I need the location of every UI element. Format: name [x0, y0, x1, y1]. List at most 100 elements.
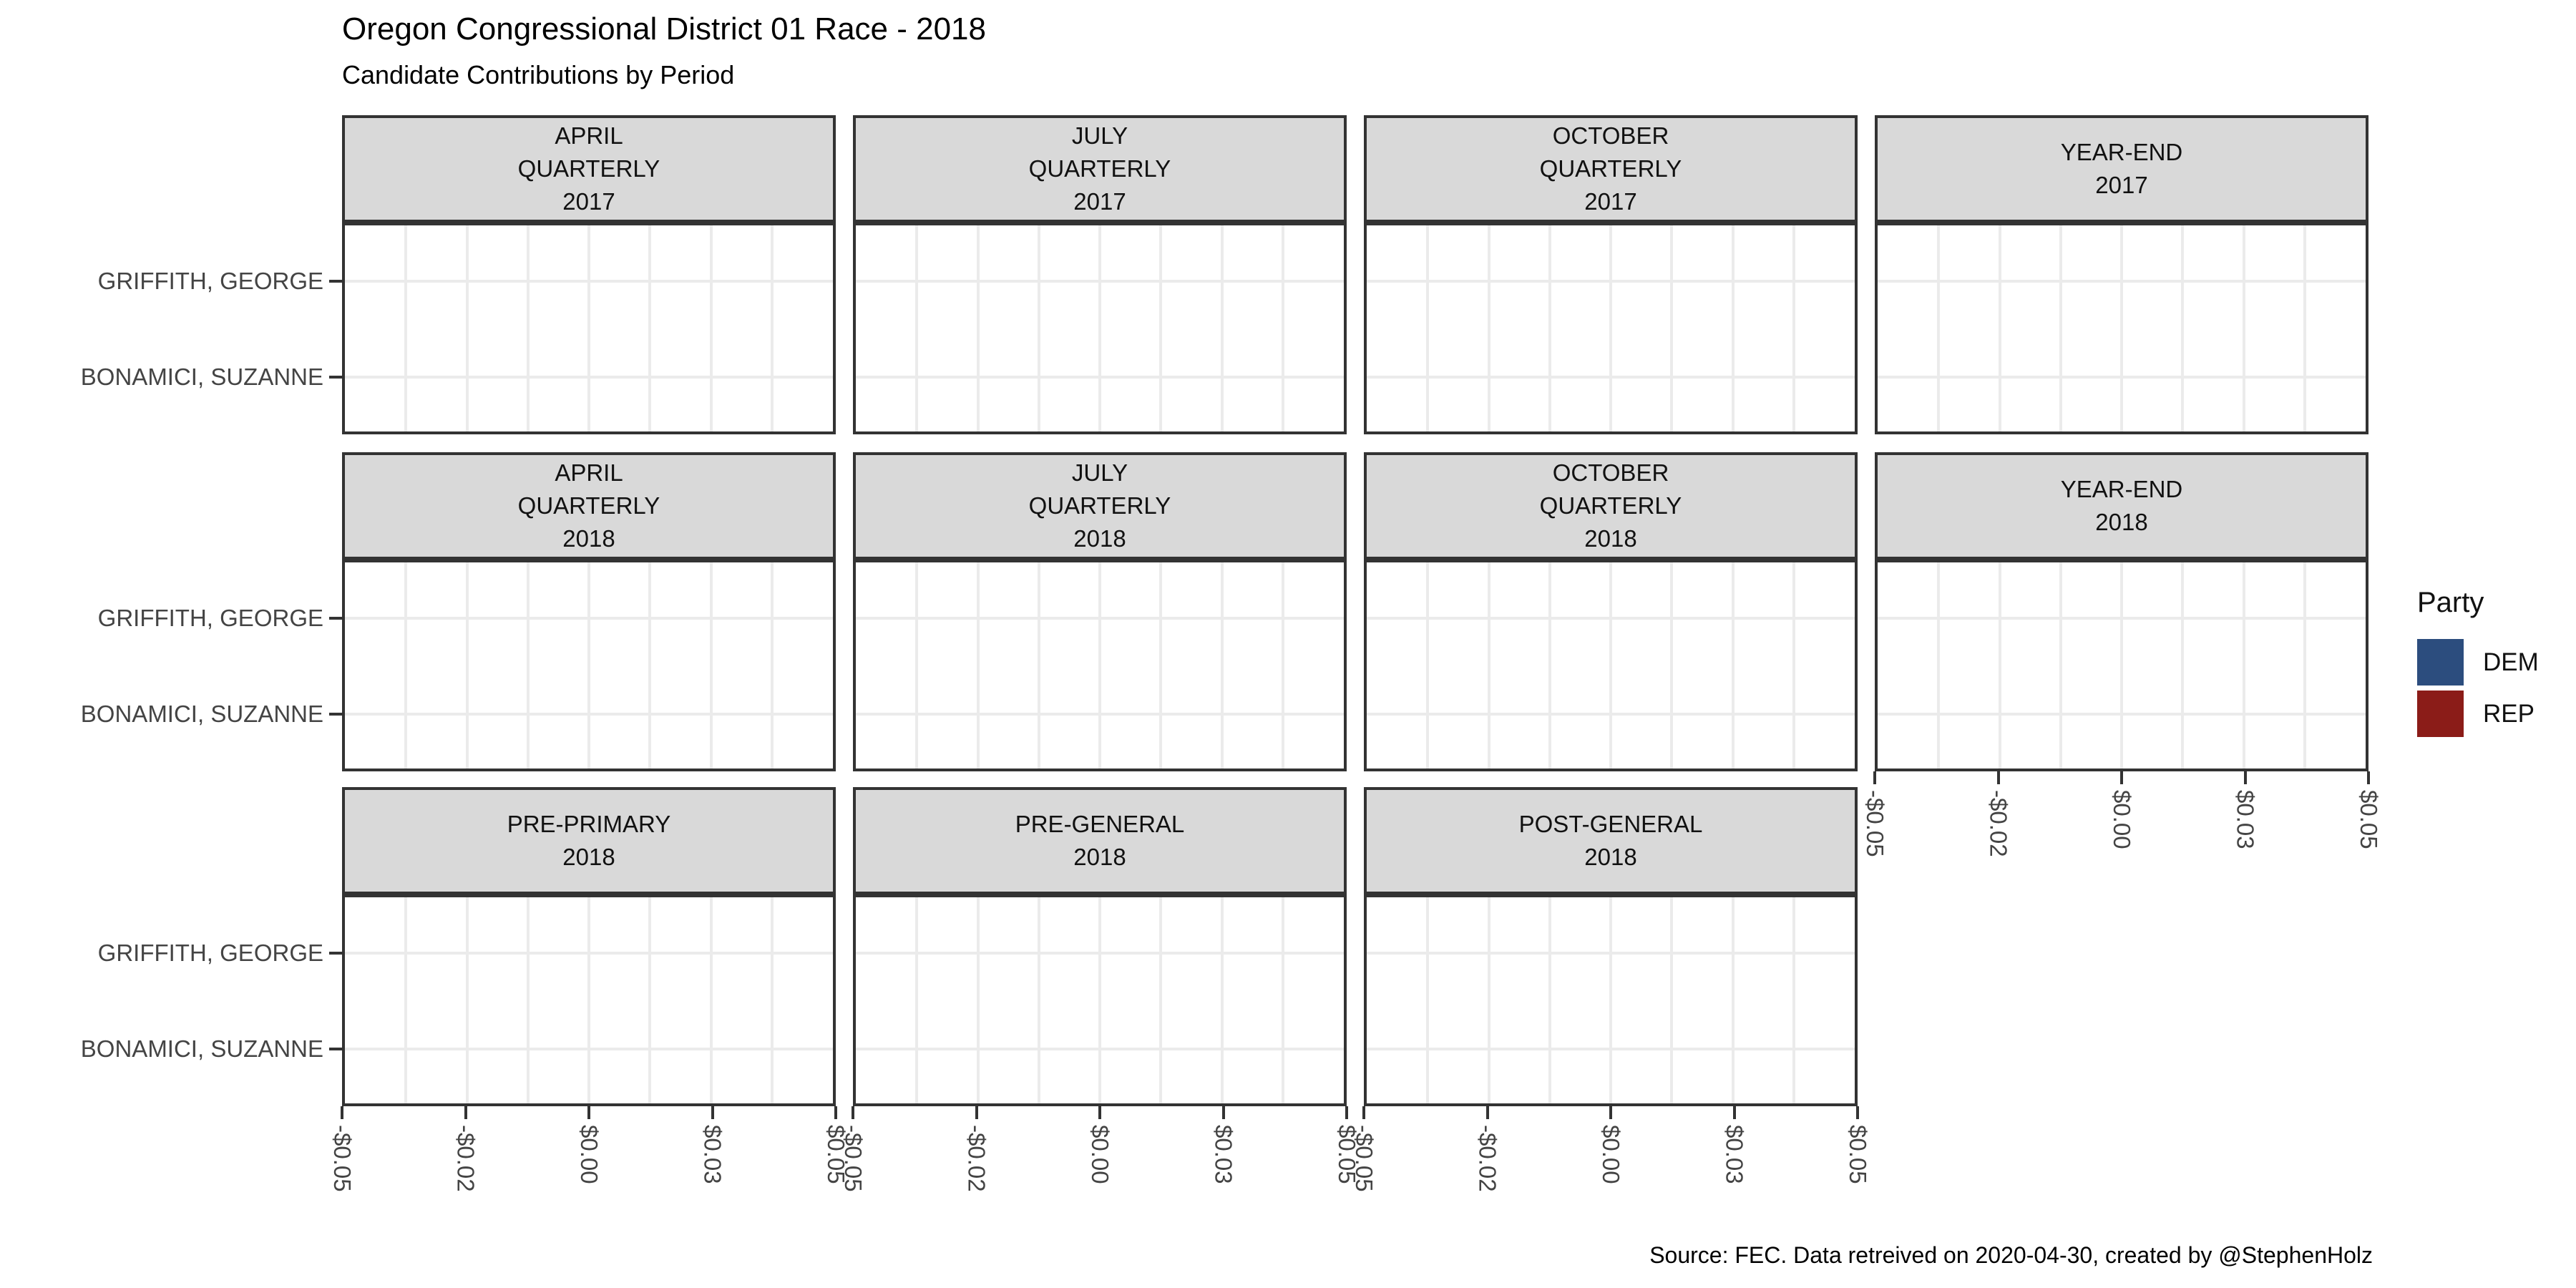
gridline-vertical [1609, 225, 1612, 431]
x-axis-tick [1098, 1106, 1101, 1119]
facet-strip-label: QUARTERLY [517, 492, 660, 519]
plot-caption: Source: FEC. Data retreived on 2020-04-3… [1649, 1242, 2373, 1268]
facet-strip-label: OCTOBER [1552, 459, 1669, 486]
x-axis-tick-label: $0.05 [2356, 790, 2382, 849]
facet-strip-label: 2017 [1584, 188, 1637, 215]
gridline-horizontal [1878, 376, 2366, 379]
gridline-horizontal [1367, 713, 1855, 716]
gridline-horizontal [1367, 376, 1855, 379]
gridline-vertical [1792, 562, 1795, 769]
gridline-vertical [526, 225, 530, 431]
y-axis-label: GRIFFITH, GEORGE [97, 605, 323, 631]
gridline-vertical [1731, 897, 1735, 1103]
facet-strip-label: OCTOBER [1552, 122, 1669, 149]
gridline-vertical [2181, 225, 2185, 431]
gridline-vertical [1670, 225, 1674, 431]
gridline-vertical [709, 562, 713, 769]
gridline-vertical [1487, 562, 1491, 769]
gridline-horizontal [856, 1048, 1344, 1050]
y-axis-tick [329, 1048, 342, 1050]
gridline-vertical [404, 225, 408, 431]
gridline-vertical [1098, 897, 1101, 1103]
facet-strip-label: 2017 [2095, 172, 2148, 198]
gridline-vertical [2181, 562, 2185, 769]
gridline-vertical [648, 897, 652, 1103]
x-axis-tick [1732, 1106, 1736, 1119]
facet-strip-label: QUARTERLY [1028, 155, 1171, 182]
gridline-horizontal [856, 617, 1344, 620]
gridline-vertical [1037, 897, 1040, 1103]
facet-strip: APRIL QUARTERLY 2018 [342, 452, 836, 560]
facet-panel [1875, 560, 2368, 771]
gridline-vertical [465, 225, 469, 431]
gridline-horizontal [856, 713, 1344, 716]
y-axis-label: GRIFFITH, GEORGE [97, 940, 323, 966]
facet-strip: POST-GENERAL 2018 [1364, 787, 1858, 894]
facet-strip: JULY QUARTERLY 2017 [853, 115, 1347, 223]
gridline-horizontal [856, 376, 1344, 379]
legend-item-rep: REP [2417, 691, 2539, 737]
gridline-vertical [1037, 562, 1040, 769]
facet-strip-label: JULY [1071, 122, 1128, 149]
gridline-horizontal [1367, 280, 1855, 283]
x-axis-tick [711, 1106, 714, 1119]
gridline-vertical [1487, 225, 1491, 431]
facet-strip-label: APRIL [555, 122, 623, 149]
legend-swatch-dem [2417, 639, 2464, 686]
x-axis-tick [1996, 771, 2000, 784]
gridline-vertical [1487, 897, 1491, 1103]
x-axis-tick-label: $0.00 [1087, 1125, 1113, 1184]
gridline-vertical [1792, 897, 1795, 1103]
facet-strip-label: 2018 [1073, 525, 1126, 552]
facet-strip: APRIL QUARTERLY 2017 [342, 115, 836, 223]
legend-title: Party [2417, 587, 2484, 618]
plot-subtitle: Candidate Contributions by Period [342, 60, 735, 89]
gridline-vertical [1220, 225, 1224, 431]
gridline-vertical [2242, 562, 2245, 769]
x-axis-tick [852, 1106, 854, 1119]
x-axis-tick-label: $0.05 [1845, 1125, 1871, 1184]
x-axis-tick [1609, 1106, 1612, 1119]
facet-strip: OCTOBER QUARTERLY 2018 [1364, 452, 1858, 560]
gridline-vertical [2120, 225, 2123, 431]
gridline-vertical [587, 562, 590, 769]
facet-strip-label: QUARTERLY [1539, 155, 1682, 182]
x-axis-tick-label: $0.00 [1598, 1125, 1624, 1184]
legend-swatch-rep [2417, 691, 2464, 737]
gridline-horizontal [1878, 713, 2366, 716]
x-axis-tick-label: -$0.02 [452, 1125, 479, 1192]
gridline-vertical [2120, 562, 2123, 769]
gridline-vertical [1998, 225, 2001, 431]
x-axis-tick-label: $0.00 [2109, 790, 2135, 849]
gridline-vertical [1548, 562, 1551, 769]
gridline-vertical [2059, 225, 2062, 431]
gridline-vertical [1731, 225, 1735, 431]
gridline-vertical [1670, 562, 1674, 769]
gridline-horizontal [345, 713, 833, 716]
x-axis-tick [1221, 1106, 1225, 1119]
gridline-vertical [1159, 225, 1163, 431]
x-axis-tick [1873, 771, 1876, 784]
gridline-vertical [526, 897, 530, 1103]
gridline-vertical [1548, 897, 1551, 1103]
y-axis-label: BONAMICI, SUZANNE [80, 1035, 323, 1062]
gridline-vertical [1159, 562, 1163, 769]
x-axis-tick [2367, 771, 2370, 784]
gridline-vertical [1426, 897, 1430, 1103]
facet-panel [1875, 223, 2368, 434]
gridline-vertical [770, 562, 774, 769]
gridline-vertical [2303, 562, 2306, 769]
y-axis-tick [329, 617, 342, 620]
gridline-vertical [465, 562, 469, 769]
legend: Party DEM REP [2417, 587, 2539, 742]
gridline-vertical [1937, 562, 1941, 769]
x-axis-tick-label: -$0.05 [840, 1125, 867, 1192]
gridline-horizontal [345, 952, 833, 955]
facet-strip-label: 2018 [1584, 844, 1637, 870]
gridline-vertical [1159, 897, 1163, 1103]
x-axis-tick-label: $0.00 [576, 1125, 602, 1184]
gridline-horizontal [345, 1048, 833, 1050]
gridline-horizontal [1878, 280, 2366, 283]
facet-panel [342, 223, 836, 434]
